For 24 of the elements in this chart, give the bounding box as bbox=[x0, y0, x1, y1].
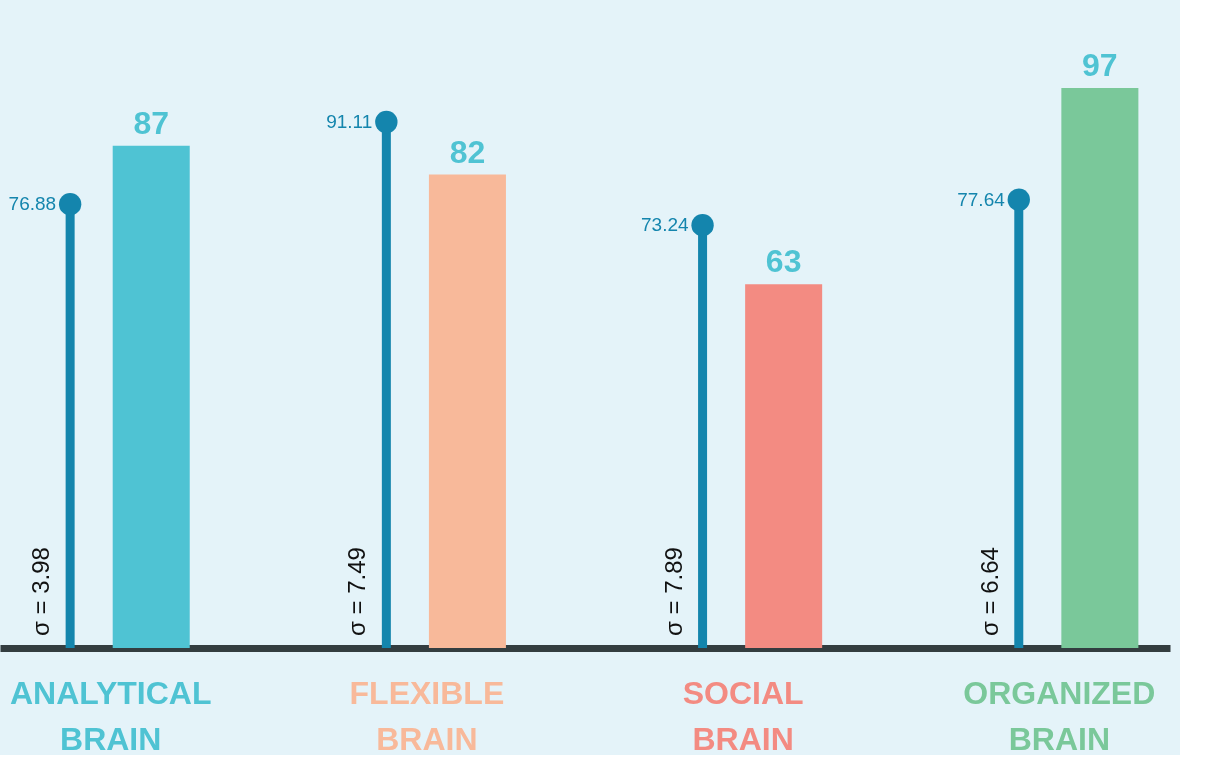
point bbox=[375, 110, 398, 134]
data-label: 82 bbox=[449, 133, 486, 170]
x-tick-label: ORGANIZED BRAIN bbox=[963, 674, 1156, 757]
x-tick-label: FLEXIBLE BRAIN bbox=[349, 674, 505, 757]
data-label: 97 bbox=[1082, 47, 1118, 83]
bar bbox=[1061, 88, 1139, 648]
x-tick-label: SOCIAL BRAIN bbox=[682, 674, 804, 757]
annotation: σ = 3.98 bbox=[27, 547, 55, 636]
data-label: 87 bbox=[133, 104, 170, 141]
bar bbox=[428, 174, 506, 648]
annotation: σ = 7.89 bbox=[659, 547, 687, 636]
point bbox=[1007, 188, 1030, 211]
data-label: 63 bbox=[765, 243, 802, 280]
data-label: 73.24 bbox=[641, 214, 689, 236]
point bbox=[58, 193, 82, 216]
data-label: 77.64 bbox=[957, 188, 1006, 210]
annotation: σ = 7.49 bbox=[343, 547, 371, 636]
annotation: σ = 6.64 bbox=[975, 547, 1003, 636]
x-tick-label: ANALYTICAL BRAIN bbox=[9, 674, 212, 757]
data-label: 76.88 bbox=[8, 193, 57, 215]
point bbox=[691, 214, 714, 237]
data-label: 91.11 bbox=[326, 111, 373, 132]
bar bbox=[112, 145, 190, 648]
bar bbox=[745, 284, 823, 648]
